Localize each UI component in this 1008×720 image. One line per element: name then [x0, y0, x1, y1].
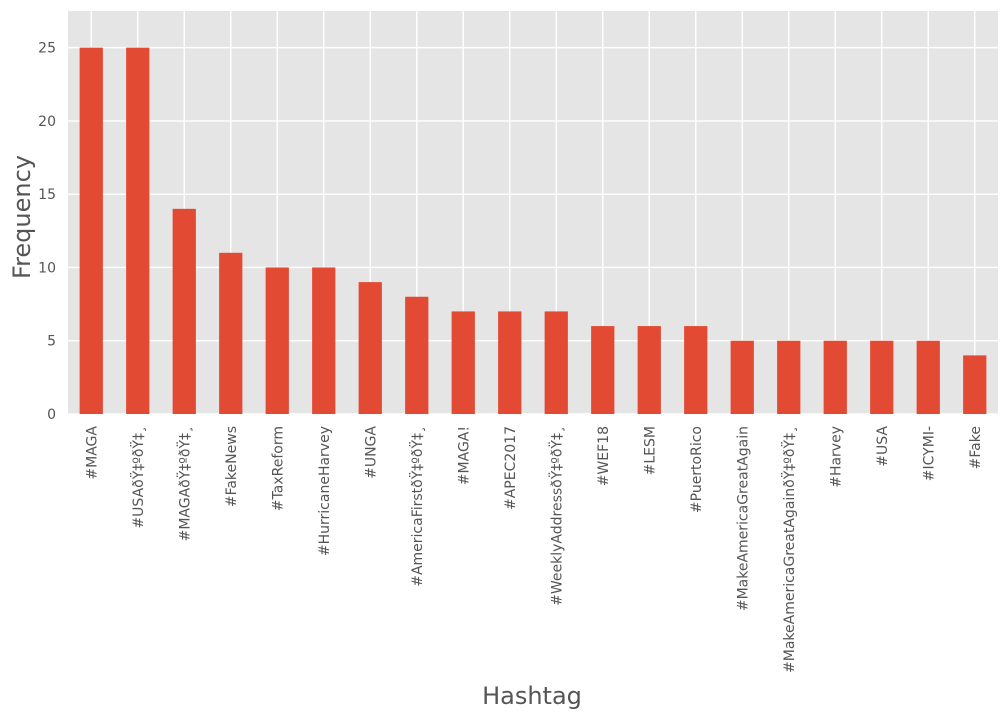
bars [79, 47, 987, 415]
x-tick-label: #MakeAmericaGreatAgain [735, 426, 751, 611]
y-axis-title: Frequency [8, 155, 36, 279]
bar [777, 340, 801, 414]
bar [79, 47, 103, 415]
y-tick-label: 15 [38, 187, 56, 203]
bar [265, 267, 289, 414]
bar [172, 208, 196, 414]
bar [684, 326, 708, 414]
x-tick-label: #MAGA [84, 426, 100, 480]
bar [358, 282, 382, 414]
x-tick-label: #WEF18 [596, 426, 612, 486]
bar [451, 311, 475, 414]
x-tick-label: #MAGAðŸ‡ºðŸ‡¸ [175, 426, 193, 541]
bar [498, 311, 522, 414]
bar [405, 296, 429, 414]
x-tick-label: #AmericaFirstðŸ‡ºðŸ‡¸ [408, 426, 426, 587]
x-tick-label: #TaxReform [270, 426, 286, 511]
bar [870, 340, 894, 414]
bar [126, 47, 150, 415]
y-tick-label: 20 [38, 114, 56, 130]
x-tick-label: #HurricaneHarvey [317, 426, 333, 556]
y-tick-label: 10 [38, 260, 56, 276]
x-tick-label: #ICYMI- [921, 426, 937, 481]
x-tick-label: #WeeklyAddressðŸ‡ºðŸ‡¸ [547, 426, 565, 606]
x-tick-label: #USAðŸ‡ºðŸ‡¸ [129, 426, 147, 529]
x-tick-label: #LESM [642, 426, 658, 475]
x-tick-label: #APEC2017 [503, 426, 519, 510]
plot-area [68, 11, 998, 414]
bar [963, 355, 987, 414]
y-tick-label: 0 [47, 407, 56, 423]
y-tick-label: 25 [38, 41, 56, 57]
x-tick-label: #PuertoRico [689, 426, 705, 513]
x-tick-label: #UNGA [363, 426, 379, 479]
x-tick-label: #Harvey [828, 426, 844, 488]
bar [544, 311, 568, 414]
x-axis-title: Hashtag [482, 682, 582, 710]
x-tick-label: #USA [875, 426, 891, 467]
bar [312, 267, 336, 414]
bar [591, 326, 615, 414]
bar [823, 340, 847, 414]
y-tick-label: 5 [47, 334, 56, 350]
bar [219, 252, 243, 414]
bar [730, 340, 754, 414]
x-tick-label: #Fake [968, 426, 984, 469]
bar [916, 340, 940, 414]
y-axis-ticks: 0 5 10 15 20 25 [38, 41, 56, 423]
x-tick-label: #FakeNews [224, 426, 240, 507]
x-axis-ticks: #MAGA #USAðŸ‡ºðŸ‡¸ #MAGAðŸ‡ºðŸ‡¸ #FakeNews #… [84, 426, 984, 673]
x-tick-label: #MakeAmericaGreatAgainðŸ‡ºðŸ‡¸ [780, 426, 798, 673]
bar [637, 326, 661, 414]
x-tick-label: #MAGA! [456, 426, 472, 485]
